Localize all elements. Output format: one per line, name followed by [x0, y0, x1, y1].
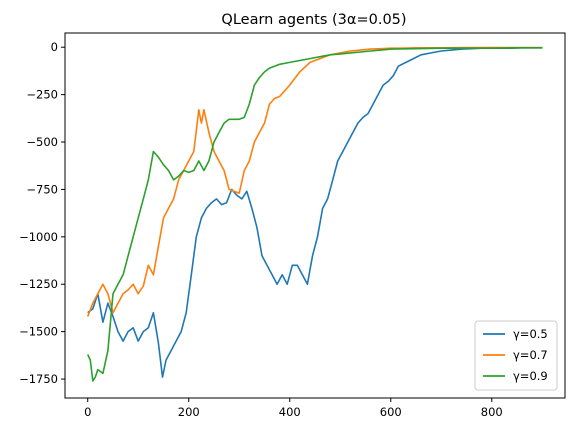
legend-box: [474, 320, 558, 391]
axes-frame: [64, 32, 566, 399]
x-tick-label: 200: [178, 405, 200, 419]
series-line-0: [87, 46, 543, 378]
x-tick-label: 800: [481, 405, 503, 419]
y-axis: 0 −250 −500 −750 −1000 −1250 −1500 −1750: [19, 40, 65, 386]
series-line-2: [86, 46, 543, 382]
legend: γ=0.5 γ=0.7 γ=0.9: [474, 320, 558, 391]
x-tick-label: 0: [84, 405, 91, 419]
legend-entry-label: γ=0.5: [513, 327, 548, 341]
y-tick-label: −1750: [19, 372, 58, 386]
y-tick-label: −1500: [19, 325, 58, 339]
chart-title: QLearn agents (3α=0.05): [221, 12, 406, 28]
y-tick-label: −500: [26, 135, 58, 149]
legend-entry-label: γ=0.9: [513, 369, 548, 383]
y-tick-label: −1250: [19, 277, 58, 291]
series-line-1: [86, 46, 543, 317]
plot-area: [64, 32, 566, 399]
x-tick-label: 400: [279, 405, 301, 419]
y-tick-label: −750: [26, 182, 58, 196]
series-group: [86, 46, 543, 382]
legend-entry-label: γ=0.7: [513, 348, 548, 362]
y-tick-label: 0: [51, 40, 58, 54]
y-tick-label: −1000: [19, 230, 58, 244]
x-tick-label: 600: [380, 405, 402, 419]
y-tick-label: −250: [26, 88, 58, 102]
x-axis: 0 200 400 600 800: [84, 398, 503, 419]
